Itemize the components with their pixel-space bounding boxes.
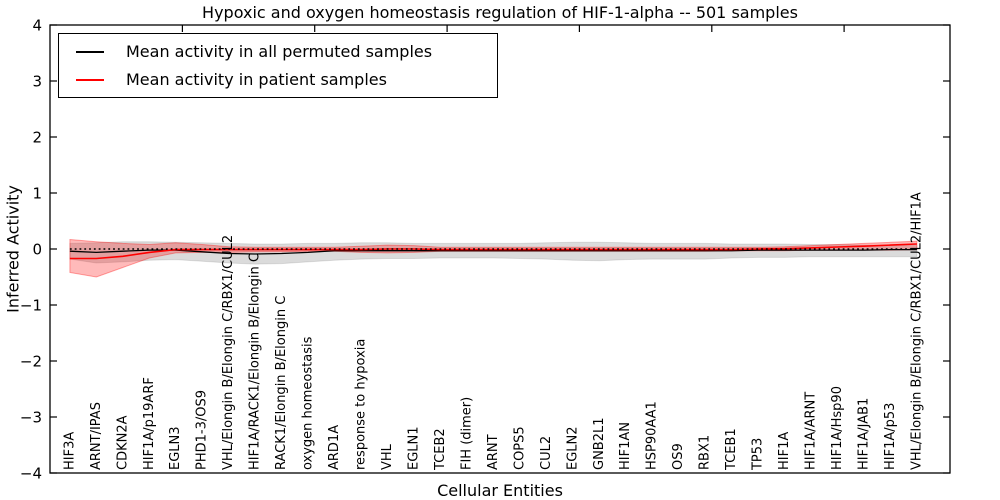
- x-tick-label: HIF1AN: [618, 422, 633, 470]
- x-tick-label: COPS5: [512, 426, 527, 470]
- x-tick-label: HIF1A/RACK1/Elongin B/Elongin C: [248, 253, 263, 470]
- x-tick-label: HIF1A/p53: [883, 403, 898, 470]
- x-tick-label: FIH (dimer): [459, 397, 474, 470]
- x-tick-label: TCEB1: [724, 428, 739, 471]
- x-tick-label: HSP90AA1: [645, 401, 660, 470]
- x-tick-label: EGLN3: [168, 426, 183, 470]
- legend-label-patient: Mean activity in patient samples: [126, 70, 387, 89]
- x-tick-label: VHL/Elongin B/Elongin C/RBX1/CUL2: [221, 235, 236, 470]
- x-tick-label: ARNT/IPAS: [89, 402, 104, 470]
- x-tick-label: RBX1: [698, 435, 713, 470]
- series-line-permuted: [69, 248, 917, 255]
- x-tick-label: TP53: [751, 438, 766, 471]
- x-tick-label: response to hypoxia: [354, 339, 369, 470]
- y-tick-label: −3: [20, 409, 42, 427]
- x-tick-label: EGLN2: [565, 426, 580, 470]
- y-tick-label: −4: [20, 465, 42, 483]
- y-tick-label: 0: [32, 241, 42, 259]
- y-axis-label: Inferred Activity: [3, 185, 23, 313]
- legend: Mean activity in all permuted samples Me…: [58, 33, 498, 98]
- legend-line-sample-patient: [76, 78, 104, 81]
- y-tick-label: 2: [32, 129, 42, 147]
- x-tick-label: HIF3A: [62, 432, 77, 470]
- x-tick-label: EGLN1: [407, 426, 422, 470]
- x-tick-label: CUL2: [539, 436, 554, 470]
- chart-title: Hypoxic and oxygen homeostasis regulatio…: [202, 3, 798, 22]
- band-permuted: [69, 241, 918, 265]
- y-tick-label: 3: [32, 73, 42, 91]
- x-axis-label: Cellular Entities: [437, 481, 563, 500]
- x-tick-label: GNB2L1: [592, 417, 607, 470]
- x-tick-label: HIF1A: [777, 432, 792, 470]
- legend-line-sample-permuted: [76, 50, 104, 53]
- legend-entry-patient: Mean activity in patient samples: [59, 66, 497, 94]
- y-tick-label: −1: [20, 297, 42, 315]
- y-tick-label: 1: [32, 185, 42, 203]
- x-tick-label: HIF1A/Hsp90: [830, 386, 845, 470]
- x-tick-label: HIF1A/JAB1: [857, 398, 872, 470]
- x-tick-label: TCEB2: [433, 428, 448, 471]
- x-tick-label: OS9: [671, 443, 686, 470]
- x-tick-label: HIF1A/ARNT: [804, 392, 819, 470]
- x-tick-label: PHD1-3/OS9: [195, 390, 210, 470]
- legend-entry-permuted: Mean activity in all permuted samples: [59, 38, 497, 66]
- x-tick-label: ARD1A: [327, 425, 342, 470]
- legend-label-permuted: Mean activity in all permuted samples: [126, 42, 433, 61]
- x-tick-label: HIF1A/p19ARF: [142, 377, 157, 470]
- x-tick-label: ARNT: [486, 434, 501, 470]
- y-tick-label: 4: [32, 17, 42, 35]
- x-tick-label: VHL: [380, 443, 395, 470]
- x-tick-label: VHL/Elongin B/Elongin C/RBX1/CUL2/HIF1A: [909, 192, 924, 470]
- x-tick-label: oxygen homeostasis: [301, 336, 316, 470]
- x-tick-label: CDKN2A: [115, 415, 130, 470]
- x-tick-label: RACK1/Elongin B/Elongin C: [274, 296, 289, 470]
- y-tick-label: −2: [20, 353, 42, 371]
